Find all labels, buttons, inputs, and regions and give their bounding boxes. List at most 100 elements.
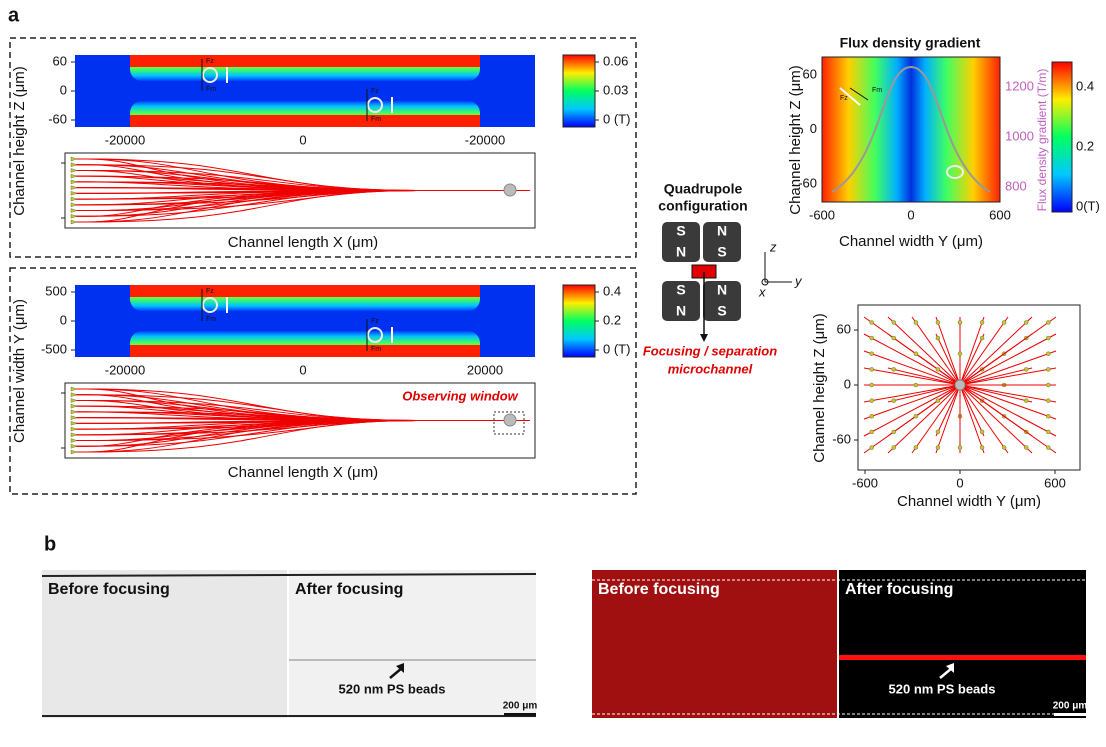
- arrowhead: [936, 336, 940, 340]
- force-label: Fz: [206, 58, 214, 65]
- panel-label: a: [8, 4, 20, 26]
- top-panel: FzFmFzFm600-60-200000-200000.060.030 (T)…: [11, 53, 630, 251]
- colorbar: [563, 55, 595, 127]
- colorbar-label: 0.06: [603, 53, 628, 68]
- y-tick-label: 60: [53, 53, 67, 68]
- y-tick-label: 0: [60, 312, 67, 327]
- arrowhead: [1002, 446, 1006, 450]
- arrowhead: [936, 320, 940, 324]
- particle: [504, 414, 516, 426]
- x-tick-label: 0: [907, 207, 914, 222]
- x-tick-label: 600: [1044, 475, 1066, 490]
- arrowhead: [914, 383, 918, 387]
- y-axis-label: Channel height Z (μm): [11, 66, 28, 216]
- arrowhead: [936, 446, 940, 450]
- magnet-pole: N: [676, 303, 686, 319]
- arrowhead: [1046, 430, 1050, 434]
- caption-line: microchannel: [668, 361, 753, 376]
- arrowhead: [980, 430, 984, 434]
- arrowhead: [980, 320, 984, 324]
- arrowhead: [936, 367, 940, 371]
- bead-line: [839, 655, 1086, 660]
- force-label: Fz: [206, 288, 214, 295]
- colorbar-label: 0.4: [1076, 78, 1094, 93]
- x-tick-label: 0: [299, 362, 306, 377]
- x-axis-label: Channel width Y (μm): [839, 233, 983, 250]
- arrowhead: [870, 446, 874, 450]
- arrowhead: [1046, 320, 1050, 324]
- arrowhead: [892, 320, 896, 324]
- image-label: Before focusing: [48, 581, 170, 598]
- scale-label: 200 μm: [503, 701, 538, 712]
- x-tick-label: -600: [852, 475, 878, 490]
- arrowhead: [914, 320, 918, 324]
- y2-tick-label: 1000: [1005, 128, 1034, 143]
- caption-line: Focusing / separation: [643, 343, 777, 358]
- arrowhead: [936, 430, 940, 434]
- scale-label: 200 μm: [1053, 701, 1088, 712]
- x-tick-label: -20000: [465, 132, 505, 147]
- title-line: Quadrupole: [664, 181, 743, 197]
- annotation: 520 nm PS beads: [889, 681, 996, 696]
- arrowhead: [870, 352, 874, 356]
- title-line: configuration: [658, 198, 747, 214]
- cross-section-panel: 600-60-6000600Channel width Y (μm)Channe…: [811, 305, 1080, 510]
- arrowhead: [1046, 383, 1050, 387]
- arrowhead: [700, 334, 708, 342]
- arrowhead: [870, 383, 874, 387]
- y2-axis-label: Flux density gradient (T/m): [1035, 69, 1049, 212]
- arrowhead: [892, 430, 896, 434]
- y2-tick-label: 800: [1005, 178, 1027, 193]
- x-tick-label: 0: [299, 132, 306, 147]
- colorbar-label: 0.03: [603, 82, 628, 97]
- axis-label: x: [758, 284, 766, 299]
- y-tick-label: -60: [832, 431, 851, 446]
- image-label: Before focusing: [598, 581, 720, 598]
- scale-bar: [504, 713, 536, 716]
- arrowhead: [1024, 320, 1028, 324]
- y-tick-label: 0: [60, 82, 67, 97]
- colorbar-label: 0.2: [1076, 138, 1094, 153]
- colorbar-label: 0 (T): [603, 111, 630, 126]
- particle: [504, 184, 516, 196]
- axis-label: z: [769, 239, 777, 254]
- panel-label: b: [44, 533, 56, 555]
- heatmap-band: [130, 285, 480, 297]
- force-label: Fm: [872, 87, 882, 94]
- arrowhead: [892, 446, 896, 450]
- arrowhead: [892, 336, 896, 340]
- y-axis-label: Channel height Z (μm): [811, 313, 828, 463]
- colorbar: [563, 285, 595, 357]
- heatmap-band: [130, 115, 480, 127]
- y-tick-label: 500: [45, 283, 67, 298]
- magnet-pole: S: [717, 244, 726, 260]
- force-label: Fz: [840, 95, 848, 102]
- arrowhead: [870, 399, 874, 403]
- y-tick-label: 0: [810, 121, 817, 136]
- x-tick-label: 20000: [467, 362, 503, 377]
- figure: a FzFmFzFm600-60-200000-200000.060.030 (…: [0, 0, 1106, 747]
- magnet-pole: N: [717, 223, 727, 239]
- arrowhead: [892, 399, 896, 403]
- arrowhead: [870, 367, 874, 371]
- heatmap: [822, 57, 1000, 202]
- arrowhead: [870, 430, 874, 434]
- axis-label: y: [794, 273, 803, 288]
- y2-tick-label: 1200: [1005, 78, 1034, 93]
- colorbar: [1052, 62, 1072, 212]
- x-tick-label: 600: [989, 207, 1011, 222]
- magnet-pole: N: [676, 244, 686, 260]
- force-label: Fz: [371, 88, 379, 95]
- y-tick-label: -60: [48, 111, 67, 126]
- y-tick-label: 0: [844, 376, 851, 391]
- magnet-pole: S: [717, 303, 726, 319]
- y-axis-label: Channel height Z (μm): [787, 65, 804, 215]
- y-tick-label: 60: [803, 66, 817, 81]
- arrowhead: [870, 336, 874, 340]
- arrowhead: [914, 414, 918, 418]
- arrowhead: [1046, 446, 1050, 450]
- magnet-pole: S: [676, 282, 685, 298]
- heatmap-band: [130, 345, 480, 357]
- x-tick-label: 0: [956, 475, 963, 490]
